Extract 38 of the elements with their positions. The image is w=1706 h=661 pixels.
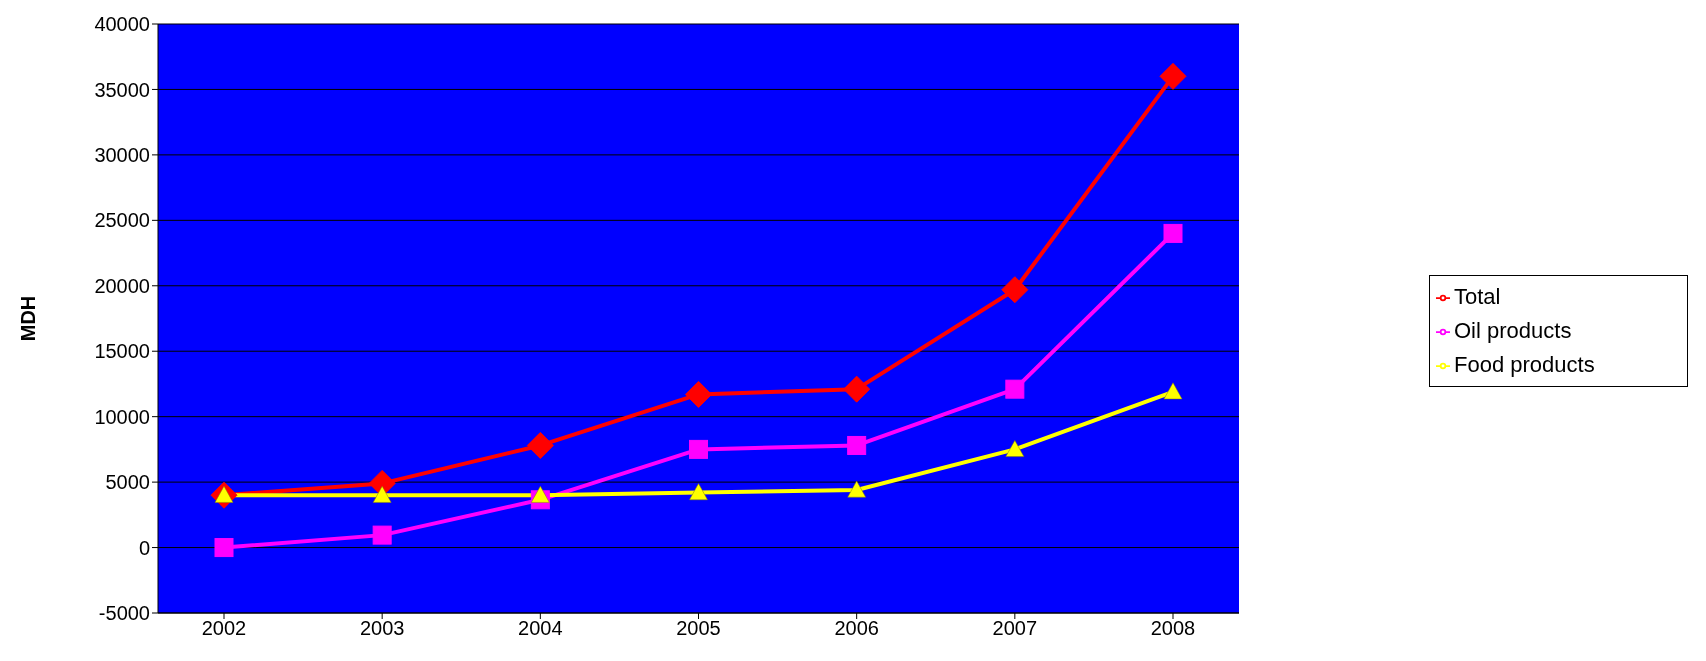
legend-label: Total: [1454, 283, 1501, 309]
y-tick-label: 35000: [94, 78, 150, 101]
x-tick-label: 2007: [992, 617, 1038, 640]
y-tick-label: 40000: [94, 13, 150, 36]
y-tick-label: 15000: [94, 340, 150, 363]
point: [1005, 379, 1025, 399]
point: [1005, 440, 1025, 457]
x-tick-label: 2004: [518, 617, 563, 640]
y-tick-label: 20000: [94, 274, 150, 297]
y-tick-label: -5000: [98, 602, 150, 625]
point: [1163, 223, 1183, 243]
legend-label: Food products: [1454, 351, 1595, 377]
y-tick-label: 0: [138, 536, 150, 559]
x-tick-label: 2005: [676, 617, 721, 640]
point: [689, 439, 708, 459]
x-tick-label: 2006: [834, 617, 879, 640]
x-tick-label: 2002: [201, 617, 247, 640]
y-tick-label: 25000: [94, 209, 150, 232]
point: [847, 480, 866, 498]
legend-label: Oil products: [1454, 317, 1572, 343]
point: [1001, 276, 1029, 304]
point: [1163, 382, 1183, 400]
y-axis-title: MDH: [17, 295, 40, 342]
y-tick-label: 5000: [105, 471, 150, 494]
x-tick-label: 2008: [1150, 617, 1196, 640]
point: [214, 538, 234, 558]
point: [689, 483, 708, 501]
point: [685, 380, 712, 408]
point: [372, 525, 392, 545]
y-tick-label: 10000: [94, 405, 150, 428]
point: [1159, 62, 1187, 90]
point: [526, 431, 554, 459]
point: [843, 375, 871, 403]
point: [847, 435, 867, 455]
x-tick-label: 2003: [359, 617, 405, 640]
point: [372, 485, 392, 503]
point: [531, 485, 550, 503]
y-tick-label: 30000: [94, 143, 150, 166]
